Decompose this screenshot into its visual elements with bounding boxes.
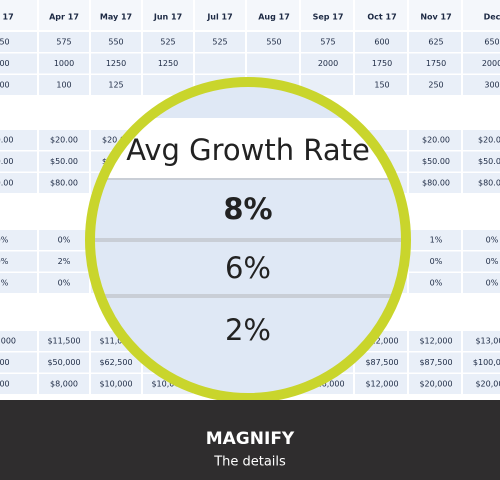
table-cell: $12,000 — [419, 337, 452, 346]
header-row — [0, 0, 500, 30]
lens-ring — [85, 77, 411, 403]
table-cell: $87,500 — [365, 358, 398, 367]
lens-row — [90, 180, 406, 238]
table-cell: 0% — [486, 257, 499, 266]
column-header: Sep 17 — [313, 13, 344, 22]
table-cell: $11,500 — [47, 337, 80, 346]
table-cell: $8,000 — [50, 380, 78, 389]
table-row — [0, 32, 500, 52]
table-cell: $80.00 — [50, 179, 78, 188]
table-cell: $50.00 — [50, 157, 78, 166]
table-cell: 50.00 — [0, 157, 13, 166]
table-cell: 0% — [486, 236, 499, 245]
table-cell: $80.00 — [478, 179, 500, 188]
table-cell: $10,000 — [99, 380, 132, 389]
table-cell: $20,000 — [419, 380, 452, 389]
table-cell: 0% — [0, 257, 9, 266]
table-cell: 575 — [56, 38, 71, 47]
lens-row — [90, 242, 406, 294]
column-header: Aug 17 — [258, 13, 290, 22]
lens-divider — [90, 178, 406, 180]
table-cell: 2000 — [482, 59, 500, 68]
table-cell: 0% — [486, 279, 499, 288]
table-cell: 125 — [108, 81, 123, 90]
table-cell: $20.00 — [422, 136, 450, 145]
table-cell: 0% — [58, 236, 71, 245]
column-header: ar 17 — [0, 13, 14, 22]
column-header: Jul 17 — [206, 13, 232, 22]
table-row — [0, 53, 500, 74]
table-cell: 100 — [56, 81, 71, 90]
table-cell: $20.00 — [50, 136, 78, 145]
column-header: Oct 17 — [367, 13, 396, 22]
column-header: May 17 — [100, 13, 132, 22]
lens-value: 6% — [225, 251, 271, 285]
banner — [0, 400, 500, 480]
table-cell: $12,000 — [365, 380, 398, 389]
table-cell: $20.00 — [478, 136, 500, 145]
table-cell: $50,000 — [47, 358, 80, 367]
table-cell: $16,000 — [311, 380, 344, 389]
lens-divider — [90, 294, 406, 298]
column-header: Nov 17 — [420, 13, 451, 22]
lens-value: 8% — [223, 192, 272, 226]
table-cell: 650 — [484, 38, 499, 47]
table-cell: 2% — [58, 257, 71, 266]
table-cell: 000 — [0, 380, 10, 389]
lens-row — [90, 122, 406, 178]
column-header: Jun 17 — [153, 13, 182, 22]
table-cell: 1250 — [106, 59, 126, 68]
table-cell: 0% — [430, 257, 443, 266]
table-cell: 250 — [428, 81, 443, 90]
table-cell: 1250 — [158, 59, 178, 68]
banner-title: MAGNIFY — [206, 429, 295, 449]
table-cell: 0% — [430, 279, 443, 288]
table-cell: $50.00 — [478, 157, 500, 166]
banner-subtitle: The details — [213, 455, 286, 470]
table-cell: 0% — [58, 279, 71, 288]
table-cell: 20.00 — [0, 136, 13, 145]
table-cell: 525 — [160, 38, 175, 47]
table-cell: $13,000 — [475, 337, 500, 346]
table-cell: 600 — [374, 38, 389, 47]
table-cell: 0% — [0, 236, 9, 245]
table-cell: $50.00 — [422, 157, 450, 166]
table-cell: 2000 — [318, 59, 338, 68]
table-cell: 100 — [0, 81, 10, 90]
table-cell: 625 — [428, 38, 443, 47]
lens-value: 2% — [225, 313, 271, 347]
table-cell: $12,000 — [365, 337, 398, 346]
table-cell: 000 — [0, 59, 10, 68]
table-cell: 1750 — [372, 59, 392, 68]
table-cell: 550 — [108, 38, 123, 47]
lens-divider — [90, 238, 406, 242]
table-cell: 575 — [320, 38, 335, 47]
table-cell: $87,500 — [419, 358, 452, 367]
table-cell: $11,000 — [99, 337, 132, 346]
table-cell: 525 — [212, 38, 227, 47]
table-cell: 300 — [484, 81, 499, 90]
table-cell: $80.00 — [422, 179, 450, 188]
table-cell: 550 — [0, 38, 10, 47]
table-cell: 1% — [430, 236, 443, 245]
table-cell: $10,000 — [151, 380, 184, 389]
table-cell: 150 — [374, 81, 389, 90]
table-cell: 550 — [266, 38, 281, 47]
table-cell: $20,000 — [475, 380, 500, 389]
table-cell: $62,500 — [99, 358, 132, 367]
lens-title: Avg Growth Rate — [126, 133, 370, 167]
table-cell: 1750 — [426, 59, 446, 68]
table-cell: 80.00 — [0, 179, 13, 188]
column-header: Dec — [484, 13, 500, 22]
column-header: Apr 17 — [49, 13, 79, 22]
table-cell: 000 — [0, 358, 10, 367]
table-cell: $20.00 — [102, 136, 130, 145]
table-cell: $100,000 — [473, 358, 500, 367]
table-cell: 2% — [0, 279, 9, 288]
table-cell: 11,000 — [0, 337, 16, 346]
table-cell: 1000 — [54, 59, 74, 68]
